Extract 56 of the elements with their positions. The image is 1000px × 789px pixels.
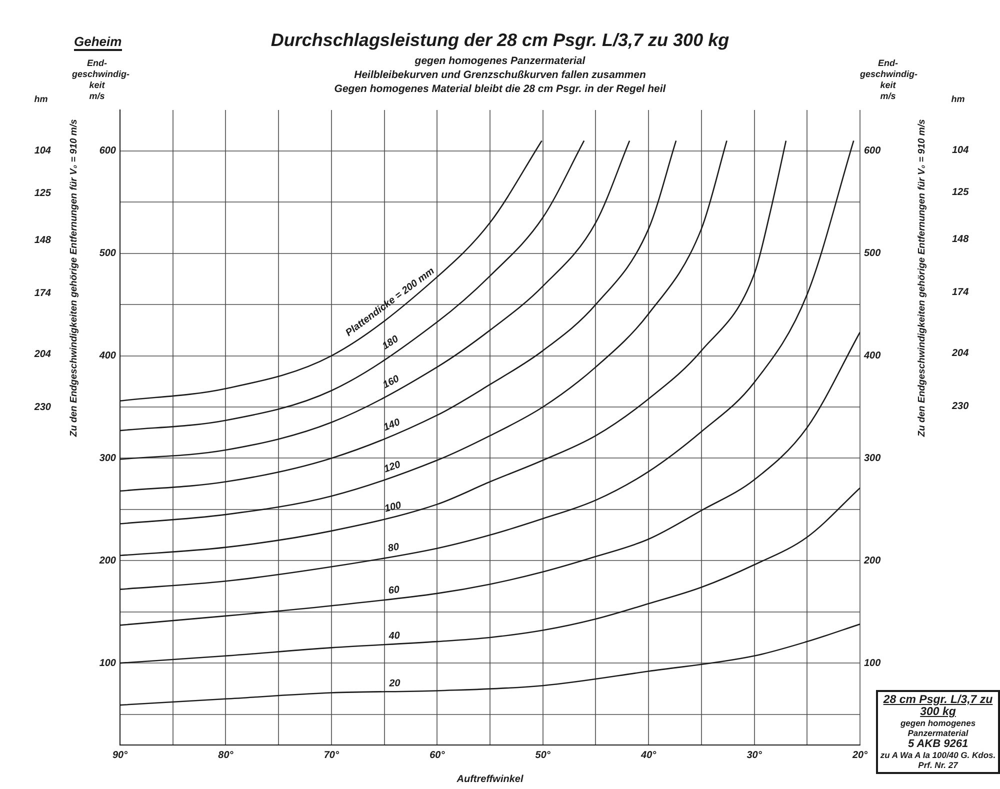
y2-tick-label: 400: [863, 350, 882, 362]
y3-tick-label: 174: [34, 288, 52, 299]
text: 230: [952, 401, 969, 412]
x-tick-label: 50°: [535, 750, 552, 761]
y-tick-label: 400: [98, 350, 116, 362]
text: 160: [381, 373, 402, 392]
text: gegen homogenes Panzermaterial: [899, 718, 977, 738]
y2-tick-label: 100: [864, 658, 882, 669]
y2-axis-title: End- geschwindig- keit m/s: [860, 58, 918, 101]
y-tick-label: 100: [99, 658, 116, 669]
text: zu A Wa A Ia 100/40 G. Kdos.: [880, 750, 996, 760]
y-axis-title: End- geschwindig- keit m/s: [72, 58, 130, 101]
y3-tick-label: 104: [34, 145, 52, 156]
text: 80: [387, 542, 400, 554]
x-tick-label: 60°: [430, 750, 446, 761]
y2-tick-label: 500: [864, 248, 882, 260]
text: Prf. Nr. 27: [917, 760, 960, 770]
chart-title: Durchschlagsleistung der 28 cm Psgr. L/3,7 zu 300 kg: [270, 30, 730, 50]
y2-tick-label: 200: [863, 555, 882, 566]
text: hm: [951, 94, 965, 104]
series-label: 20: [388, 678, 401, 690]
text: 60: [388, 584, 401, 597]
y-tick-label: 300: [99, 452, 116, 464]
y3-axis-title: hm: [34, 94, 48, 104]
y3-tick-label: 148: [34, 235, 52, 246]
text: Zu den Endgeschwindigkeiten gehörige Entfernungen für V₀ = 910 m/s: [916, 119, 928, 437]
chart-subtitle: gegen homogenes Panzermaterial Heilbleibekurven und Grenzschußkurven fallen zusammen Gegen homogenes Material bleibt die 28 cm Psgr. in der Regel heil: [334, 55, 666, 95]
text: 100: [384, 500, 403, 515]
text: Geheim: [74, 34, 122, 49]
text: 140: [382, 416, 402, 434]
series-label: 40: [388, 630, 401, 642]
y2-tick-label: 600: [864, 146, 882, 157]
text: 120: [382, 459, 402, 476]
x-tick-label: 30°: [746, 750, 763, 761]
x-tick-label: 70°: [324, 750, 340, 761]
y3-tick-label: 204: [33, 348, 52, 360]
y3-tick-label: 125: [34, 188, 52, 200]
y-tick-label: 200: [98, 555, 116, 566]
x-tick-label: 90°: [112, 750, 129, 761]
x-axis-title: Auftreffwinkel: [456, 774, 524, 785]
x-tick-label: 80°: [218, 750, 234, 761]
text: 104: [952, 144, 969, 156]
y-tick-label: 500: [99, 248, 116, 260]
x-tick-label: 20°: [851, 750, 869, 761]
text: 28 cm Psgr. L/3,7 zu 300 kg: [882, 694, 994, 718]
text: 174: [952, 287, 969, 298]
y3-tick-label: 230: [33, 402, 52, 413]
text: 125: [952, 187, 969, 198]
text: 5 AKB 9261: [906, 738, 970, 750]
text: 148: [952, 234, 969, 246]
x-tick-label: 40°: [640, 750, 658, 761]
text: Zu den Endgeschwindigkeiten gehörige Entfernungen für V₀ = 910 m/s: [68, 119, 80, 437]
y-tick-label: 600: [99, 146, 116, 157]
text: 204: [952, 348, 969, 360]
text: 180: [380, 334, 401, 352]
y2-tick-label: 300: [864, 452, 882, 464]
